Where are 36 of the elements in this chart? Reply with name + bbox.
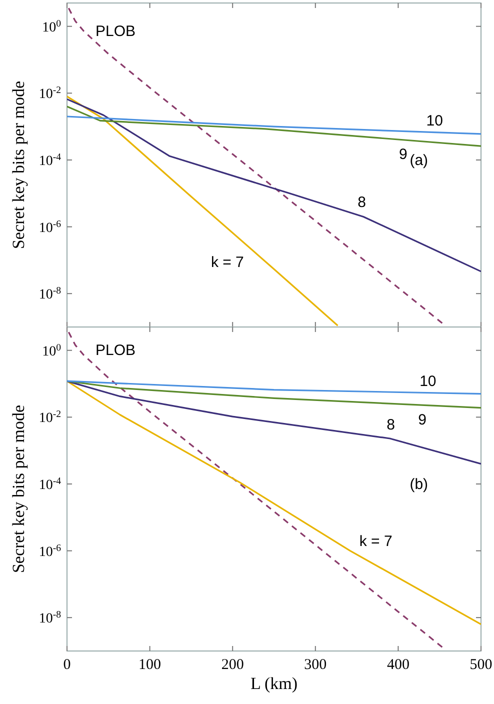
line-series [68, 7, 445, 326]
x-tick-label: 400 [386, 657, 410, 673]
series-label: 9 [398, 146, 408, 163]
series-label: 10 [426, 112, 443, 130]
y-tick-label: 10$^{-2}$ [38, 84, 62, 102]
series-label: PLOB [96, 342, 136, 359]
series-label: 8 [358, 194, 366, 212]
y-tick-label: 10$^{-6}$ [38, 542, 62, 560]
line-series [67, 96, 339, 326]
annotation: (b) [410, 476, 428, 493]
x-tick-label: 0 [63, 657, 71, 673]
x-tick-label: 100 [138, 657, 162, 673]
y-tick-label: 10$^{0}$ [42, 18, 62, 36]
x-tick-label: 500 [470, 657, 492, 673]
x-axis-title: L (km) [250, 674, 298, 693]
series-label: 9 [418, 412, 426, 429]
y-tick-label: 10$^{0}$ [42, 342, 62, 360]
line-series [67, 98, 481, 272]
x-tick-label: 300 [304, 657, 327, 673]
y-tick-label: 10$^{-8}$ [38, 609, 62, 627]
y-axis-title: Secret key bits per mode [9, 80, 28, 250]
y-axis-title: Secret key bits per mode [9, 404, 28, 574]
y-tick-label: 10$^{-4}$ [38, 475, 62, 493]
annotation: (a) [410, 152, 428, 169]
y-tick-label: 10$^{-2}$ [38, 408, 62, 426]
y-tick-label: 10$^{-4}$ [38, 151, 62, 169]
line-series [67, 106, 481, 147]
series-label: 8 [386, 416, 395, 434]
series-label: PLOB [96, 22, 136, 40]
y-tick-label: 10$^{-6}$ [38, 218, 62, 236]
x-tick-label: 200 [221, 657, 244, 673]
series-label: k = 7 [210, 254, 244, 271]
series-label: k = 7 [359, 533, 392, 550]
y-tick-label: 10$^{-8}$ [38, 285, 62, 303]
line-series [68, 331, 445, 650]
series-label: 10 [420, 372, 436, 390]
